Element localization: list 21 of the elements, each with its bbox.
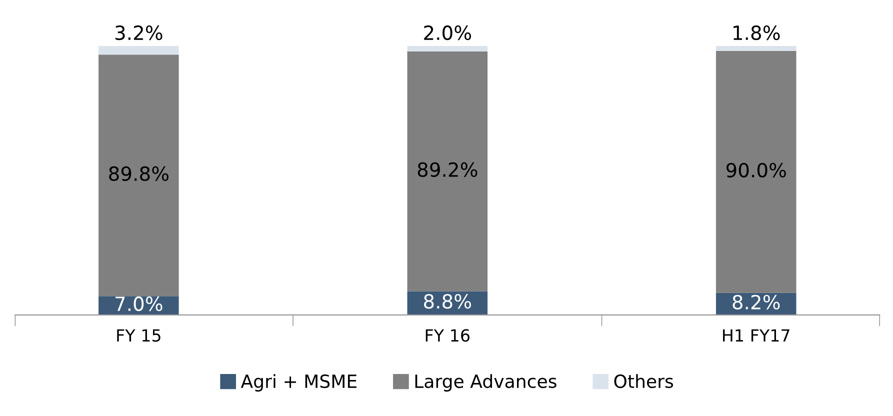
data-label: 8.8% xyxy=(424,294,472,309)
data-label: 7.0% xyxy=(116,296,162,312)
data-label: 2.0% xyxy=(424,25,472,40)
bar xyxy=(716,50,796,293)
data-label: 3.2% xyxy=(115,25,162,40)
bar xyxy=(98,46,179,55)
data-label: 90.0% xyxy=(726,162,786,178)
x-tick-label: FY 15 xyxy=(117,329,160,342)
bar xyxy=(716,46,796,51)
x-tick-label: H1 FY17 xyxy=(723,329,790,342)
bar xyxy=(407,46,488,52)
x-tick-label: FY 16 xyxy=(426,329,470,342)
legend-label: Agri + MSME xyxy=(240,374,356,392)
data-label: 89.8% xyxy=(109,166,168,182)
data-label: 89.2% xyxy=(418,162,478,177)
bar xyxy=(98,54,179,296)
bar xyxy=(407,51,488,292)
legend-label: Others xyxy=(614,374,674,388)
legend-label: Large Advances xyxy=(415,374,556,392)
data-label: 8.2% xyxy=(732,294,780,310)
data-label: 1.8% xyxy=(734,25,780,40)
